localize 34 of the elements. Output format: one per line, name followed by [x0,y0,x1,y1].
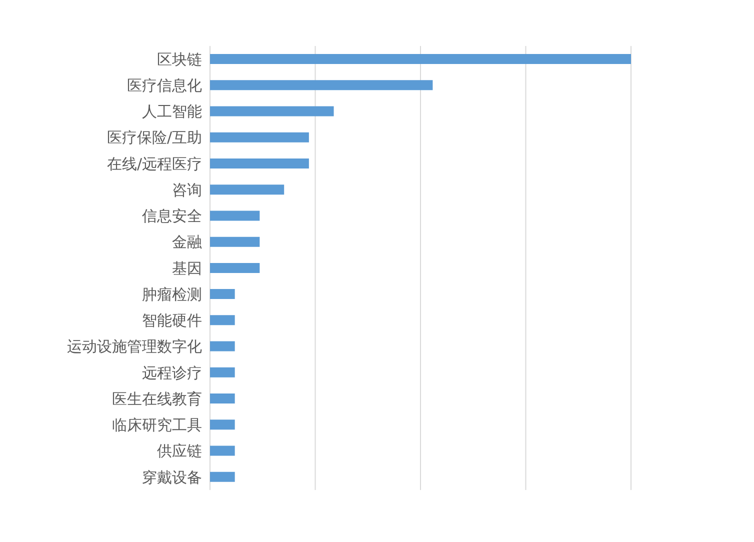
y-tick-label: 人工智能 [142,102,202,121]
bar [210,132,309,142]
bar [210,289,235,300]
bar [210,54,631,64]
bar [210,315,235,326]
bar [210,341,235,352]
y-tick-label: 医疗信息化 [127,76,202,94]
y-tick-label: 智能硬件 [142,312,202,330]
bar [210,420,235,430]
bar [210,262,260,273]
y-tick-label: 供应链 [157,442,202,460]
bar [210,80,433,90]
y-tick-label: 基因 [172,259,202,278]
bar [210,446,235,456]
y-tick-label: 咨询 [172,180,202,199]
bar [210,394,235,404]
y-tick-label: 穿戴设备 [142,468,202,486]
bar [210,236,260,247]
bar [210,472,235,482]
y-tick-label: 信息安全 [142,207,202,226]
y-tick-label: 医疗保险/互助 [106,128,202,147]
bar [210,184,284,195]
y-tick-label: 运动设施管理数字化 [67,338,202,356]
y-tick-label: 在线/远程医疗 [106,154,202,173]
y-tick-label: 临床研究工具 [112,416,202,434]
y-tick-label: 肿瘤检测 [142,285,202,304]
bar [210,367,235,378]
bar [210,106,334,116]
y-tick-label: 金融 [172,233,202,252]
y-tick-label: 区块链 [157,50,202,68]
bar [210,210,260,221]
y-tick-label: 医生在线教育 [112,390,202,408]
bar [210,158,309,168]
y-tick-label: 远程诊疗 [142,364,202,382]
